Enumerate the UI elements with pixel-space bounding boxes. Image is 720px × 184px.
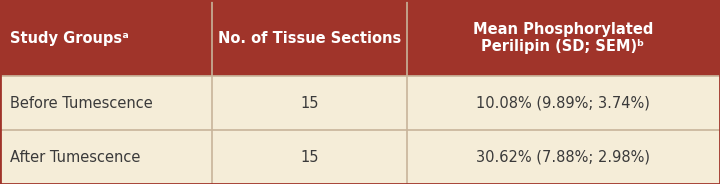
Bar (0, 76, 720, 130)
Text: Mean Phosphorylated
Perilipin (SD; SEM)ᵇ: Mean Phosphorylated Perilipin (SD; SEM)ᵇ (473, 22, 653, 54)
Text: Study Groupsᵃ: Study Groupsᵃ (10, 31, 129, 46)
Text: After Tumescence: After Tumescence (10, 150, 140, 165)
Text: 30.62% (7.88%; 2.98%): 30.62% (7.88%; 2.98%) (476, 150, 650, 165)
Bar (0, 130, 720, 184)
Text: 10.08% (9.89%; 3.74%): 10.08% (9.89%; 3.74%) (476, 96, 650, 111)
Bar (0, 0, 720, 76)
Text: 15: 15 (300, 150, 319, 165)
Text: 15: 15 (300, 96, 319, 111)
Text: No. of Tissue Sections: No. of Tissue Sections (218, 31, 401, 46)
Text: Before Tumescence: Before Tumescence (10, 96, 153, 111)
